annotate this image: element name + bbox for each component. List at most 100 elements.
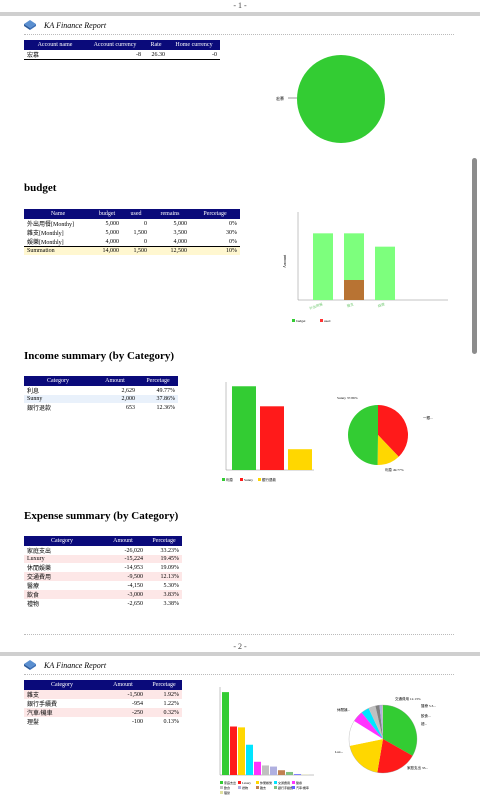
table-row: 雜支 -1,500 1.92%	[24, 690, 182, 699]
pie-label: 利息 49.77%	[385, 467, 404, 472]
account-table: Account name Account currency Rate Home …	[24, 40, 220, 60]
pie-slice	[382, 705, 383, 739]
pie-slice	[375, 705, 383, 739]
pie-outline	[348, 704, 418, 774]
legend-label: 家庭支出	[224, 780, 236, 785]
table-row: 銀行退款 653 12.36%	[27, 404, 175, 413]
legend-swatch	[220, 781, 223, 784]
header-rule	[24, 674, 454, 675]
col-header: Category	[24, 376, 92, 386]
col-header: Amount	[92, 376, 138, 386]
legend-label: 銀行退款	[262, 477, 276, 482]
legend-label: 雜支	[260, 785, 266, 790]
pie-slice	[377, 435, 399, 465]
income-table: Category Amount Percetage 利息 2,629 49.77% …	[24, 376, 178, 412]
pie-slice	[297, 55, 385, 143]
table-row: 家庭支出 -26,020 33.23%	[27, 547, 179, 556]
legend-swatch	[220, 786, 223, 789]
report-logo-icon	[24, 20, 36, 30]
table-row: 宏慕 -8 26.30 -0	[27, 51, 217, 60]
page-end-rule	[24, 634, 454, 635]
col-header: budget	[92, 209, 122, 219]
legend-label: 醫療	[296, 780, 302, 785]
pie-label: 交通費用 12.13%	[395, 696, 421, 701]
col-header: Amount	[100, 536, 146, 546]
legend-swatch	[274, 786, 277, 789]
x-tick-label: 外出用餐	[308, 301, 323, 311]
bar	[246, 744, 253, 775]
bar	[230, 726, 237, 775]
col-header: Name	[24, 209, 92, 219]
legend-label: 休閒娛樂	[260, 780, 272, 785]
legend-swatch	[292, 319, 295, 322]
col-header: Percetage	[190, 209, 240, 219]
account-pie-chart: 宏慕	[276, 55, 385, 143]
table-row: Sunny 2,000 37.86%	[24, 395, 178, 403]
col-header: Category	[24, 680, 100, 690]
page-separator	[0, 652, 480, 656]
expense-pie-chart: 交通費用 12.13% 休閒娛... 醫療 5.3... 飲食... 禮... Lux..…	[335, 696, 436, 774]
budget-bar-chart: Amount 外出用餐 雜支 娛樂 budget used	[282, 212, 448, 323]
legend-label: 汽車/機車	[296, 785, 309, 790]
pie-slice	[361, 708, 383, 739]
col-header: Amount	[100, 680, 146, 690]
col-header: Percetage	[138, 376, 178, 386]
page-number: - 2 -	[233, 642, 247, 651]
col-header: Account name	[24, 40, 86, 50]
bar	[254, 761, 261, 775]
budget-table: Name budget used remains Percetage 外出用餐[…	[24, 209, 240, 255]
pie-slice	[349, 720, 383, 746]
pie-slice	[377, 739, 413, 773]
bar-budget	[375, 246, 395, 300]
legend-swatch	[256, 781, 259, 784]
legend-label: 禮物	[242, 785, 248, 790]
section-title-income: Income summary (by Category)	[24, 350, 174, 362]
pie-slice	[347, 405, 378, 465]
bar	[222, 692, 229, 775]
legend-swatch	[222, 478, 225, 481]
table-row: 飲食 -3,000 3.83%	[24, 590, 182, 599]
col-header: Rate	[144, 40, 168, 50]
legend-swatch	[238, 786, 241, 789]
legend-label: budget	[296, 319, 306, 323]
table-row: 禮物 -2,650 3.38%	[27, 600, 179, 609]
bar	[286, 771, 293, 775]
col-header: Category	[24, 536, 100, 546]
section-title-expense: Expense summary (by Category)	[24, 510, 179, 522]
table-row: 娛樂[Monthly] 4,000 0 4,000 0%	[27, 238, 237, 247]
income-bar-chart: 利息 Sunny 銀行退款	[222, 382, 314, 482]
pie-slice	[383, 705, 417, 756]
pie-label: Sunny 37.86%	[337, 396, 358, 400]
header-rule	[24, 34, 454, 35]
table-row: 利息 2,629 49.77%	[27, 387, 175, 396]
bar-budget	[313, 233, 333, 300]
legend-swatch	[320, 319, 323, 322]
col-header: Home currency	[168, 40, 220, 50]
col-header: Percetage	[146, 680, 182, 690]
pie-label: 休閒娛...	[337, 707, 350, 712]
bar	[294, 774, 301, 775]
pie-slice	[379, 705, 383, 739]
legend-swatch	[292, 786, 295, 789]
report-title: KA Finance Report	[44, 661, 107, 670]
table-row: 理髮 -100 0.13%	[27, 718, 179, 727]
summation-row: Summation 14,000 1,500 12,500 10%	[24, 246, 240, 255]
legend-swatch	[292, 781, 295, 784]
bar	[278, 770, 285, 775]
bar	[270, 766, 277, 775]
pie-label: 醫療 5.3...	[421, 703, 436, 708]
table-row: 外出用餐[Monthy] 5,000 0 5,000 0%	[27, 220, 237, 229]
income-pie-chart: Sunny 37.86% 一銀... 利息 49.77%	[337, 396, 433, 472]
table-row: 醫療 -4,150 5.30%	[27, 582, 179, 591]
legend-label: used	[324, 319, 331, 323]
bar-used	[344, 280, 364, 300]
col-header: Account currency	[86, 40, 144, 50]
legend-swatch	[220, 791, 223, 794]
vertical-scrollbar[interactable]	[472, 158, 477, 354]
legend-swatch	[274, 781, 277, 784]
bar	[238, 727, 245, 775]
pie-label: Lux...	[335, 750, 343, 754]
y-axis-label: Amount	[282, 254, 287, 268]
x-tick-label: 雜支	[346, 301, 355, 308]
legend-label: Sunny	[244, 478, 253, 482]
